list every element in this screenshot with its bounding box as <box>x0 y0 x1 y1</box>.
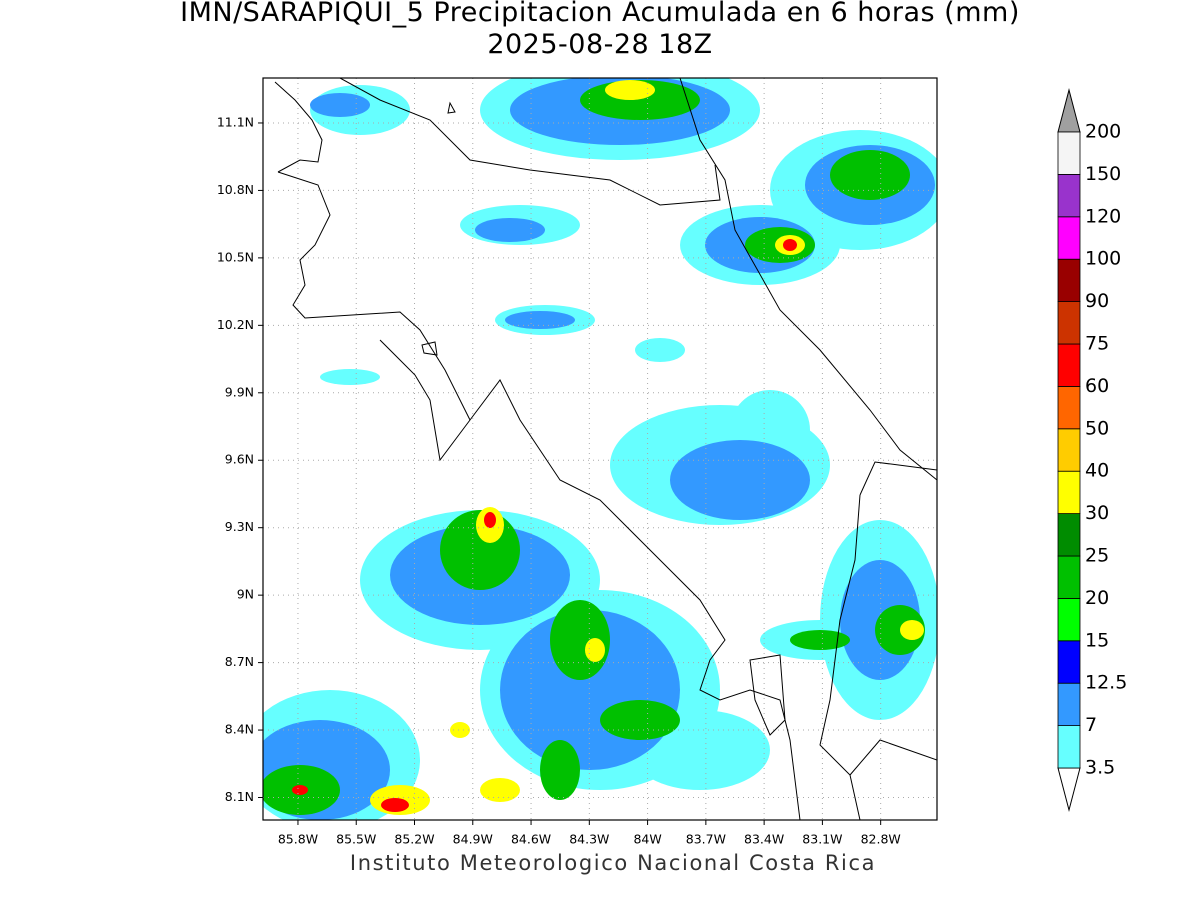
map-area <box>263 78 937 820</box>
colorbar-box <box>1057 598 1081 642</box>
colorbar-label: 20 <box>1085 587 1109 609</box>
colorbar-over <box>1057 88 1081 133</box>
colorbar-box <box>1057 470 1081 515</box>
x-tick-label: 84W <box>633 832 661 847</box>
colorbar-box <box>1057 385 1081 430</box>
colorbar-label: 50 <box>1085 417 1109 439</box>
colorbar-label: 75 <box>1085 333 1109 355</box>
colorbar-under <box>1057 767 1081 812</box>
colorbar-box <box>1057 640 1081 684</box>
colorbar: 3.5 7 12.5 15 20 25 30 40 50 60 75 90 100 120 150 200 <box>1057 88 1127 812</box>
precip-field <box>263 78 937 820</box>
colorbar-label: 15 <box>1085 629 1109 651</box>
colorbar-box <box>1057 258 1081 303</box>
colorbar-box <box>1057 513 1081 557</box>
x-tick-label: 82.8W <box>861 832 901 847</box>
colorbar-label: 200 <box>1085 121 1121 143</box>
y-tick-label: 10.2N <box>217 317 254 332</box>
y-tick-label: 9.9N <box>225 384 254 399</box>
axis-ticks: 85.8W 85.5W 85.2W 84.9W 84.6W 84.3W 84W 83.7W 83… <box>217 114 901 846</box>
colorbar-label: 40 <box>1085 460 1109 482</box>
colorbar-label: 150 <box>1085 163 1121 185</box>
colorbar-label: 100 <box>1085 248 1121 270</box>
colorbar-box <box>1057 216 1081 260</box>
x-tick-label: 84.9W <box>453 832 493 847</box>
x-tick-label: 85.5W <box>336 832 376 847</box>
y-tick-label: 8.1N <box>225 789 254 804</box>
colorbar-box <box>1057 555 1081 599</box>
colorbar-box <box>1057 131 1081 175</box>
subtitle: 2025-08-28 18Z <box>487 29 712 60</box>
colorbar-label: 3.5 <box>1085 757 1115 779</box>
colorbar-label: 90 <box>1085 290 1109 312</box>
y-tick-label: 8.7N <box>225 654 254 669</box>
y-tick-label: 10.5N <box>217 249 254 264</box>
map-frame <box>262 77 938 821</box>
grid <box>263 78 937 820</box>
x-tick-label: 83.4W <box>744 832 784 847</box>
x-tick-label: 83.1W <box>802 832 842 847</box>
colorbar-box <box>1057 173 1081 218</box>
x-tick-label: 85.2W <box>394 832 434 847</box>
colorbar-box <box>1057 725 1081 769</box>
y-tick-label: 9.6N <box>225 452 254 467</box>
colorbar-box <box>1057 428 1081 472</box>
colorbar-box <box>1057 682 1081 727</box>
x-tick-label: 84.3W <box>569 832 609 847</box>
x-tick-label: 83.7W <box>686 832 726 847</box>
y-tick-label: 11.1N <box>217 114 254 129</box>
colorbar-label: 120 <box>1085 205 1121 227</box>
y-tick-label: 10.8N <box>217 182 254 197</box>
coastlines <box>274 78 937 820</box>
colorbar-label: 7 <box>1085 714 1097 736</box>
y-tick-label: 9N <box>237 587 254 602</box>
colorbar-box <box>1057 343 1081 387</box>
colorbar-label: 25 <box>1085 545 1109 567</box>
colorbar-box <box>1057 301 1081 345</box>
y-tick-label: 9.3N <box>225 519 254 534</box>
colorbar-label: 60 <box>1085 375 1109 397</box>
footer: Instituto Meteorologico Nacional Costa R… <box>350 851 876 875</box>
title: IMN/SARAPIQUI_5 Precipitacion Acumulada … <box>180 0 1020 28</box>
x-tick-label: 85.8W <box>278 832 318 847</box>
x-tick-label: 84.6W <box>511 832 551 847</box>
y-tick-label: 8.4N <box>225 722 254 737</box>
colorbar-label: 12.5 <box>1085 672 1127 694</box>
colorbar-label: 30 <box>1085 502 1109 524</box>
